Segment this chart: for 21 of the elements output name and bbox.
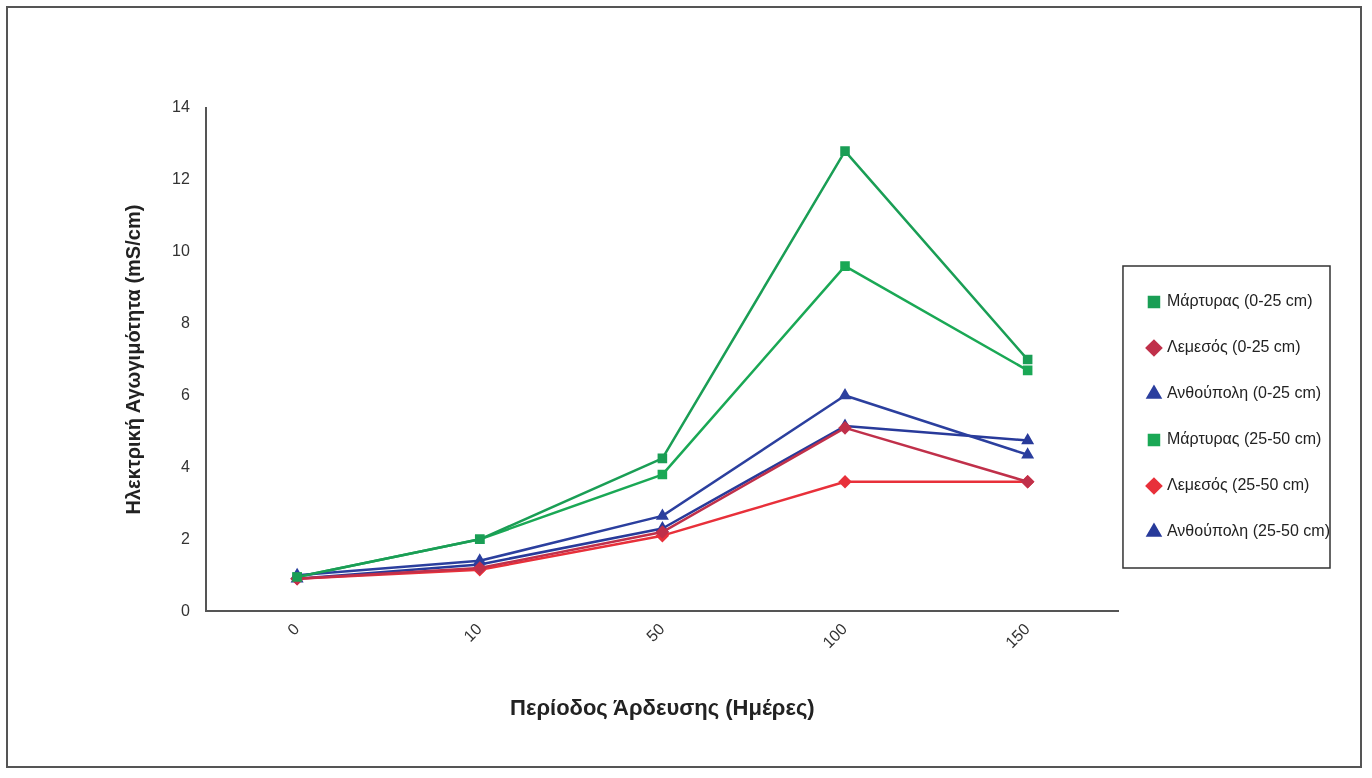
y-tick-label: 8 <box>180 314 190 332</box>
y-tick-label: 10 <box>172 242 190 260</box>
legend-label: Μάρτυρας (0-25 cm) <box>1166 292 1313 310</box>
y-axis-title: Ηλεκτρική Αγωγιμότητα (mS/cm) <box>121 204 144 515</box>
x-tick-label: 100 <box>819 620 851 652</box>
legend-label: Ανθούπολη (0-25 cm) <box>1166 384 1322 402</box>
x-tick-label: 50 <box>643 620 668 645</box>
x-tick-label: 150 <box>1001 620 1033 652</box>
legend-label: Μάρτυρας (25-50 cm) <box>1166 430 1322 448</box>
y-tick-label: 0 <box>180 601 190 619</box>
y-tick-label: 14 <box>172 98 190 116</box>
y-tick-label: 4 <box>180 457 190 475</box>
x-tick-label: 0 <box>284 620 303 639</box>
x-tick-label: 10 <box>460 620 486 645</box>
legend-label: Ανθούπολη (25-50 cm) <box>1166 522 1330 540</box>
y-tick-label: 2 <box>180 529 190 547</box>
y-tick-label: 12 <box>172 170 190 188</box>
legend-label: Λεμεσός (0-25 cm) <box>1166 338 1301 356</box>
legend-label: Λεμεσός (25-50 cm) <box>1166 476 1310 494</box>
y-tick-label: 6 <box>180 385 190 403</box>
x-axis-title: Περίοδος Άρδευσης (Ημέρες) <box>510 694 815 720</box>
